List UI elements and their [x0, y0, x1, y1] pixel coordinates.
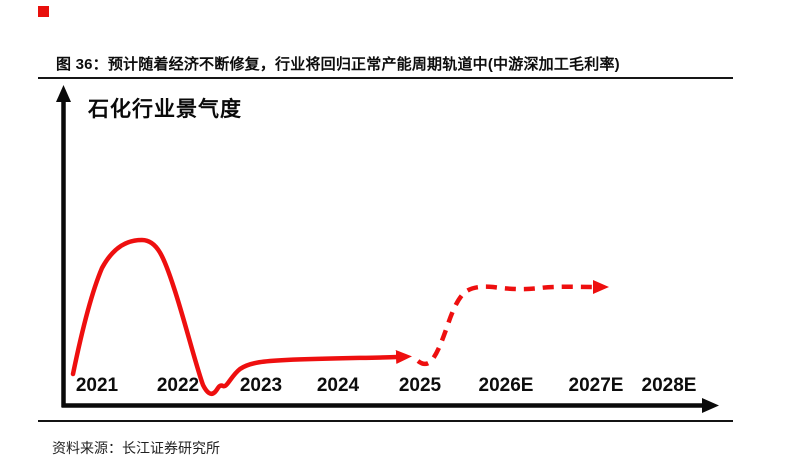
title-divider: [38, 77, 733, 79]
x-axis-label-2021: 2021: [75, 375, 119, 396]
footer-divider: [38, 420, 733, 422]
x-axis-label-2024: 2024: [316, 375, 360, 396]
historical-curve-solid: [70, 237, 412, 396]
x-axis-label-2022: 2022: [156, 375, 200, 396]
x-axis-label-2025: 2025: [398, 375, 442, 396]
x-axis-label-2028e: 2028E: [641, 375, 697, 396]
data-source-text: 资料来源：长江证券研究所: [52, 440, 220, 456]
x-axis-label-2027e: 2027E: [568, 375, 624, 396]
forecast-curve-dashed: [416, 279, 609, 367]
x-axis-label-2023: 2023: [239, 375, 283, 396]
x-axis-label-2026e: 2026E: [478, 375, 534, 396]
section-marker-square: [38, 6, 49, 17]
figure-title: 图 36：预计随着经济不断修复，行业将回归正常产能周期轨道中(中游深加工毛利率): [56, 56, 620, 73]
chart-y-axis-title: 石化行业景气度: [88, 98, 242, 121]
